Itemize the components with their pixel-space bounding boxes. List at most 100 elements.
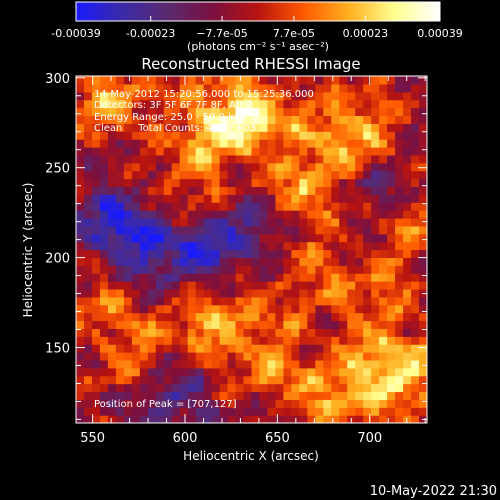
heatmap-cell — [299, 154, 308, 164]
heatmap-cell — [403, 375, 412, 385]
heatmap-cell — [251, 257, 261, 266]
heatmap-cell — [107, 225, 117, 235]
heatmap-cell — [347, 296, 356, 306]
heatmap-cell — [355, 91, 364, 101]
heatmap-cell — [123, 186, 133, 195]
heatmap-cell — [203, 225, 213, 235]
heatmap-cell — [387, 241, 396, 251]
colorbar-tick-label: -0.00023 — [126, 27, 175, 40]
heatmap-cell — [163, 359, 173, 369]
heatmap-cell — [203, 76, 213, 85]
heatmap-cell — [299, 265, 308, 274]
heatmap-cell — [227, 123, 237, 132]
heatmap-cell — [267, 83, 277, 93]
heatmap-cell — [115, 131, 125, 140]
heatmap-cell — [283, 375, 292, 385]
heatmap-cell — [419, 336, 427, 345]
heatmap-cell — [299, 312, 308, 322]
heatmap-cell — [251, 131, 261, 140]
heatmap-cell — [115, 375, 125, 385]
heatmap-cell — [203, 123, 213, 132]
heatmap-cell — [195, 352, 205, 361]
heatmap-cell — [363, 107, 372, 117]
heatmap-cell — [315, 288, 324, 298]
heatmap-cell — [115, 391, 125, 400]
heatmap-cell — [355, 233, 364, 243]
heatmap-cell — [299, 210, 308, 219]
heatmap-cell — [235, 146, 245, 156]
heatmap-cell — [291, 217, 300, 227]
heatmap-cell — [123, 336, 133, 345]
heatmap-cell — [267, 170, 277, 180]
heatmap-cell — [163, 399, 173, 408]
heatmap-cell — [243, 217, 253, 227]
heatmap-cell — [227, 320, 237, 329]
heatmap-cell — [243, 83, 253, 93]
heatmap-cell — [76, 146, 85, 156]
heatmap-cell — [243, 336, 253, 345]
heatmap-cell — [395, 115, 404, 124]
heatmap-cell — [347, 367, 356, 377]
heatmap-cell — [235, 202, 245, 211]
heatmap-cell — [115, 217, 125, 227]
heatmap-cell — [195, 225, 205, 235]
heatmap-cell — [163, 202, 173, 211]
heatmap-cell — [163, 320, 173, 329]
heatmap-cell — [107, 202, 117, 211]
heatmap-cell — [355, 407, 364, 416]
heatmap-cell — [107, 76, 117, 85]
heatmap-cell — [363, 407, 372, 416]
heatmap-cell — [243, 344, 253, 353]
heatmap-cell — [99, 154, 109, 164]
heatmap-cell — [235, 415, 245, 423]
heatmap-cell — [283, 154, 292, 164]
heatmap-cell — [299, 399, 308, 408]
heatmap-cell — [355, 328, 364, 337]
heatmap-cell — [203, 170, 213, 180]
heatmap-cell — [123, 83, 133, 93]
heatmap-cell — [147, 249, 157, 258]
heatmap-cell — [307, 288, 316, 298]
heatmap-cell — [187, 241, 197, 251]
heatmap-cell — [347, 139, 356, 148]
heatmap-cell — [131, 139, 141, 148]
heatmap-cell — [355, 107, 364, 117]
heatmap-cell — [219, 83, 229, 93]
heatmap-cell — [347, 383, 356, 393]
heatmap-cell — [315, 391, 324, 400]
heatmap-cell — [211, 383, 221, 393]
heatmap-cell — [363, 225, 372, 235]
heatmap-cell — [243, 249, 253, 258]
heatmap-cell — [211, 83, 221, 93]
heatmap-cell — [155, 91, 165, 101]
heatmap-cell — [291, 162, 300, 172]
heatmap-cell — [299, 288, 308, 298]
heatmap-cell — [291, 154, 300, 164]
heatmap-cell — [323, 139, 332, 148]
heatmap-cell — [363, 249, 372, 258]
heatmap-cell — [251, 233, 261, 243]
heatmap-cell — [76, 391, 85, 400]
heatmap-cell — [171, 328, 181, 337]
heatmap-cell — [395, 336, 404, 345]
heatmap-cell — [411, 241, 420, 251]
heatmap-cell — [179, 407, 189, 416]
heatmap-cell — [91, 367, 101, 377]
heatmap-cell — [315, 154, 324, 164]
heatmap-cell — [123, 320, 133, 329]
heatmap-cell — [387, 83, 396, 93]
heatmap-cell — [147, 375, 157, 385]
heatmap-cell — [195, 375, 205, 385]
heatmap-cell — [227, 194, 237, 203]
heatmap-cell — [355, 312, 364, 322]
heatmap-cell — [171, 399, 181, 408]
heatmap-cell — [76, 367, 85, 377]
heatmap-cell — [419, 170, 427, 180]
heatmap-cell — [355, 186, 364, 195]
heatmap-cell — [299, 83, 308, 93]
heatmap-cell — [187, 123, 197, 132]
heatmap-cell — [83, 210, 93, 219]
heatmap-cell — [107, 210, 117, 219]
heatmap-cell — [139, 154, 149, 164]
